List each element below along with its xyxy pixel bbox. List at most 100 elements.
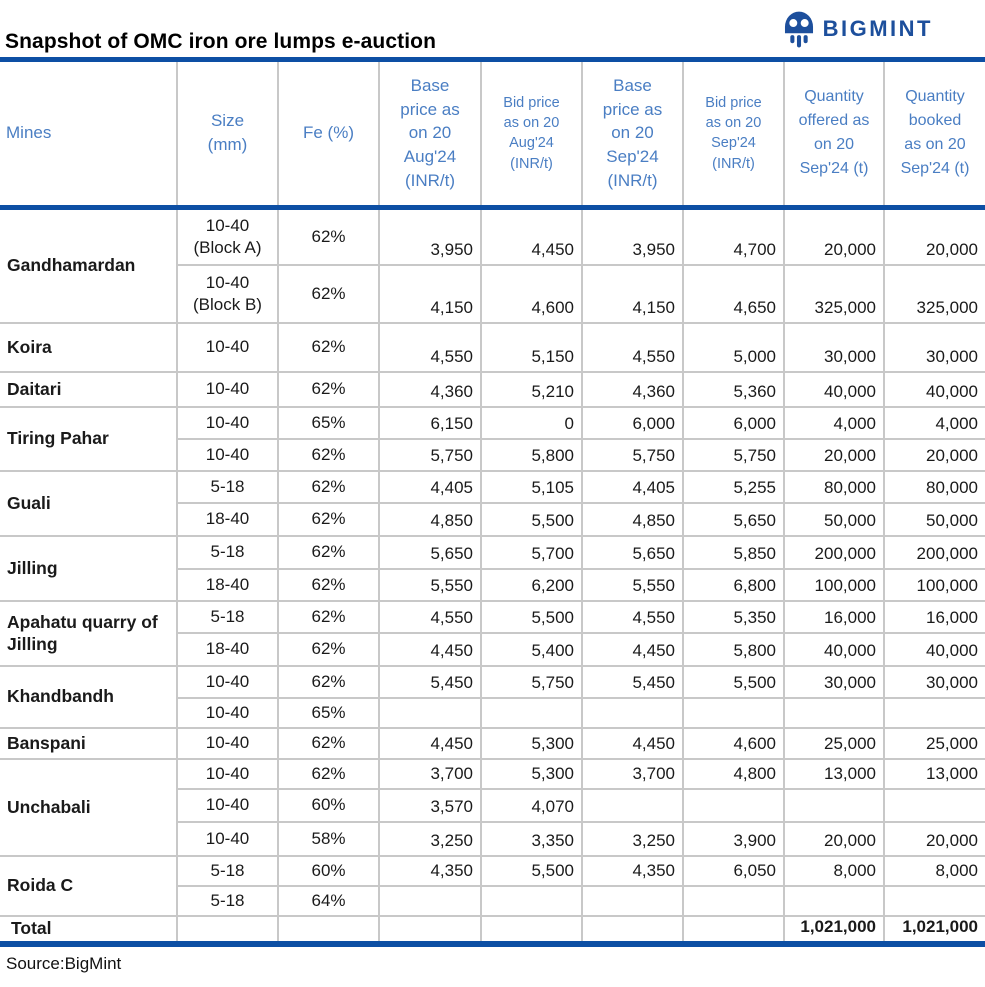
size-cell: 10-40 (Block B)	[176, 264, 279, 324]
base-price-aug-cell: 4,550	[378, 322, 482, 373]
base-price-sep-cell: 3,700	[581, 758, 684, 790]
table-row: 18-40 62% 4,450 5,400 4,450 5,800 40,000 40,000	[0, 632, 985, 667]
qty-offered-cell: 25,000	[783, 727, 885, 760]
size-cell: 5-18	[176, 535, 279, 570]
base-price-sep-cell: 4,550	[581, 600, 684, 634]
size-cell: 5-18	[176, 600, 279, 634]
title-bar: Snapshot of OMC iron ore lumps e-auction…	[0, 0, 985, 62]
fe-cell: 65%	[277, 406, 380, 440]
base-price-aug-cell: 6,150	[378, 406, 482, 440]
fe-cell: 62%	[277, 568, 380, 602]
table-row: Koira 10-40 62% 4,550 5,150 4,550 5,000 30,000 3…	[0, 322, 985, 373]
qty-offered-cell	[783, 697, 885, 729]
qty-booked-cell: 20,000	[883, 206, 985, 266]
qty-offered-cell: 20,000	[783, 438, 885, 472]
qty-offered-cell: 13,000	[783, 758, 885, 790]
table-row: Roida C 5-18 60% 4,350 5,500 4,350 6,050 8,000 8…	[0, 855, 985, 917]
fe-cell: 62%	[277, 206, 380, 266]
base-price-aug-cell: 3,950	[378, 206, 482, 266]
col-header-qty-offered: Quantity offered as on 20 Sep'24 (t)	[783, 62, 885, 210]
table-row: 5-18 64%	[0, 885, 985, 917]
bid-price-aug-cell: 0	[480, 406, 583, 440]
qty-booked-cell: 16,000	[883, 600, 985, 634]
base-price-aug-cell	[378, 885, 482, 917]
bigmint-mascot-icon	[784, 11, 813, 48]
bigmint-logo: BIGMINT	[782, 9, 933, 49]
bid-price-sep-cell: 4,600	[682, 727, 785, 760]
base-price-sep-cell	[581, 885, 684, 917]
bid-price-aug-cell	[480, 915, 583, 947]
size-cell: 10-40	[176, 438, 279, 472]
qty-offered-cell: 4,000	[783, 406, 885, 440]
mine-name-cell: Unchabali	[0, 758, 178, 857]
base-price-sep-cell	[581, 788, 684, 823]
qty-booked-cell: 30,000	[883, 665, 985, 699]
bid-price-sep-cell: 4,650	[682, 264, 785, 324]
bid-price-sep-cell: 6,000	[682, 406, 785, 440]
base-price-aug-cell	[378, 697, 482, 729]
table-row: Guali 5-18 62% 4,405 5,105 4,405 5,255 80,000 80…	[0, 470, 985, 537]
base-price-aug-cell: 3,570	[378, 788, 482, 823]
bid-price-sep-cell	[682, 915, 785, 947]
table-row: Tiring Pahar 10-40 65% 6,150 0 6,000 6,000 4,00…	[0, 406, 985, 472]
qty-offered-cell: 20,000	[783, 821, 885, 857]
base-price-sep-cell: 5,750	[581, 438, 684, 472]
qty-booked-cell: 50,000	[883, 502, 985, 537]
bid-price-aug-cell: 5,400	[480, 632, 583, 667]
qty-booked-cell	[883, 885, 985, 917]
qty-booked-cell: 100,000	[883, 568, 985, 602]
fe-cell: 62%	[277, 502, 380, 537]
size-cell: 10-40	[176, 406, 279, 440]
total-label-cell: Total	[0, 915, 178, 947]
base-price-sep-cell: 3,950	[581, 206, 684, 266]
bid-price-aug-cell: 5,300	[480, 727, 583, 760]
fe-cell: 58%	[277, 821, 380, 857]
header-row: Mines Size (mm) Fe (%) Base price as on …	[0, 62, 985, 210]
bid-price-aug-cell: 5,150	[480, 322, 583, 373]
bigmint-logo-text: BIGMINT	[822, 16, 933, 41]
qty-booked-cell: 20,000	[883, 821, 985, 857]
bid-price-sep-cell: 4,800	[682, 758, 785, 790]
bid-price-sep-cell: 3,900	[682, 821, 785, 857]
page-title: Snapshot of OMC iron ore lumps e-auction	[5, 30, 437, 53]
qty-booked-cell: 8,000	[883, 855, 985, 887]
bid-price-aug-cell: 5,105	[480, 470, 583, 504]
size-cell: 10-40	[176, 758, 279, 790]
qty-booked-cell: 30,000	[883, 322, 985, 373]
qty-booked-cell: 25,000	[883, 727, 985, 760]
qty-offered-cell: 20,000	[783, 206, 885, 266]
fe-cell: 62%	[277, 470, 380, 504]
base-price-sep-cell: 4,450	[581, 727, 684, 760]
base-price-sep-cell: 4,405	[581, 470, 684, 504]
fe-cell: 60%	[277, 788, 380, 823]
bid-price-aug-cell: 5,500	[480, 502, 583, 537]
bid-price-aug-cell: 5,300	[480, 758, 583, 790]
qty-booked-cell: 40,000	[883, 632, 985, 667]
bid-price-sep-cell: 5,750	[682, 438, 785, 472]
qty-booked-cell	[883, 788, 985, 823]
qty-booked-cell: 200,000	[883, 535, 985, 570]
fe-cell: 64%	[277, 885, 380, 917]
table-row: Gandhamardan 10-40 (Block A) 62% 3,950 4,450…	[0, 206, 985, 324]
base-price-sep-cell: 4,150	[581, 264, 684, 324]
size-cell: 10-40	[176, 788, 279, 823]
qty-offered-cell: 80,000	[783, 470, 885, 504]
fe-cell: 62%	[277, 600, 380, 634]
base-price-sep-cell: 6,000	[581, 406, 684, 440]
qty-booked-cell: 80,000	[883, 470, 985, 504]
size-cell: 18-40	[176, 502, 279, 537]
size-cell: 18-40	[176, 568, 279, 602]
fe-cell: 62%	[277, 665, 380, 699]
col-header-mines: Mines	[0, 62, 178, 210]
bid-price-aug-cell: 6,200	[480, 568, 583, 602]
base-price-aug-cell: 4,360	[378, 371, 482, 408]
table-row: Daitari 10-40 62% 4,360 5,210 4,360 5,360 40,00…	[0, 371, 985, 408]
col-header-fe: Fe (%)	[277, 62, 380, 210]
table-row: Jilling 5-18 62% 5,650 5,700 5,650 5,850 200,00…	[0, 535, 985, 602]
table-row: 18-40 62% 4,850 5,500 4,850 5,650 50,000 50,000	[0, 502, 985, 537]
bid-price-sep-cell: 6,050	[682, 855, 785, 887]
qty-offered-cell: 50,000	[783, 502, 885, 537]
base-price-sep-cell: 5,550	[581, 568, 684, 602]
base-price-sep-cell: 4,450	[581, 632, 684, 667]
qty-offered-cell: 200,000	[783, 535, 885, 570]
